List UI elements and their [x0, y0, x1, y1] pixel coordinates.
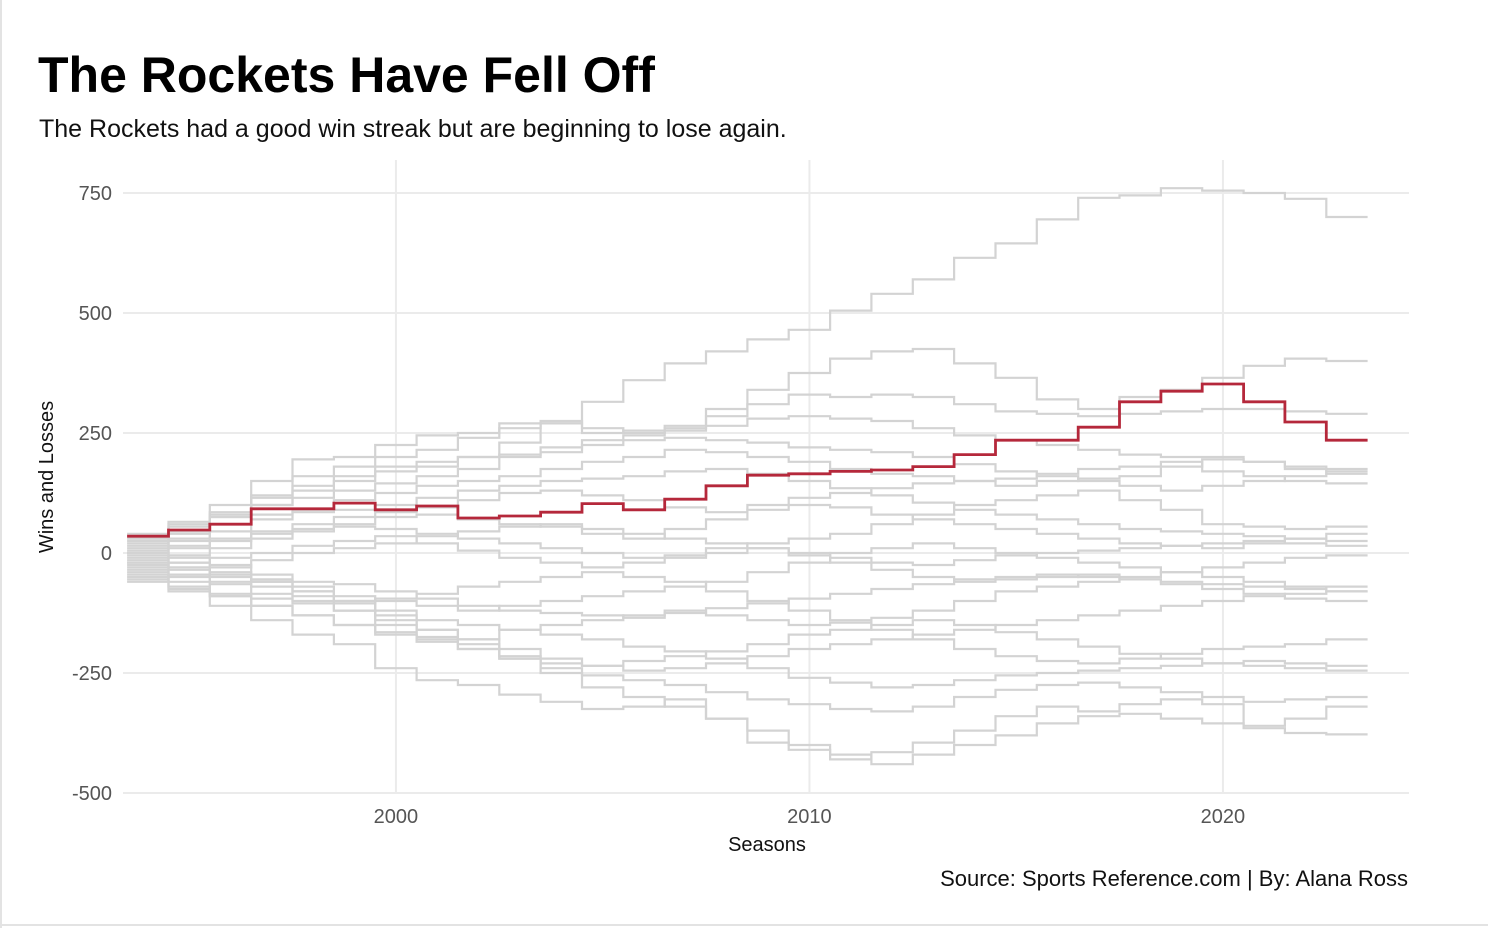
chart-title: The Rockets Have Fell Off [38, 47, 655, 103]
background-series-line [127, 187, 1368, 550]
background-series-line [127, 535, 1368, 569]
x-axis-title: Seasons [728, 834, 806, 856]
chart-caption: Source: Sports Reference.com | By: Alana… [940, 866, 1408, 891]
x-tick-label: 2020 [1201, 806, 1246, 828]
y-tick-label: -500 [72, 783, 112, 805]
frame-left-border [0, 0, 2, 928]
y-axis-title: Wins and Losses [36, 401, 58, 553]
background-series-line [127, 460, 1368, 555]
highlight-series-line [127, 382, 1368, 538]
highlight-series-layer [127, 382, 1368, 538]
background-series-line [127, 393, 1368, 540]
background-series-line [127, 467, 1368, 543]
chart-subtitle: The Rockets had a good win streak but ar… [39, 115, 787, 143]
tick-label-layer: -500 -250 0 250 500 750 2000 2010 2020 [72, 183, 1245, 828]
y-tick-label: -250 [72, 663, 112, 685]
background-series-line [127, 571, 1368, 665]
background-series-line [127, 573, 1368, 761]
grid-layer [123, 160, 1409, 794]
y-tick-label: 500 [79, 303, 112, 325]
background-series-line [127, 554, 1368, 713]
y-tick-label: 0 [101, 543, 112, 565]
y-tick-label: 750 [79, 183, 112, 205]
y-tick-label: 250 [79, 423, 112, 445]
background-series-line [127, 436, 1368, 543]
background-series-line [127, 415, 1368, 547]
background-series-line [127, 561, 1368, 619]
x-tick-label: 2010 [787, 806, 832, 828]
frame-bottom-border [0, 924, 1488, 926]
background-series-line [127, 448, 1368, 552]
background-series-line [127, 523, 1368, 603]
x-tick-label: 2000 [374, 806, 419, 828]
background-series-line [127, 503, 1368, 559]
